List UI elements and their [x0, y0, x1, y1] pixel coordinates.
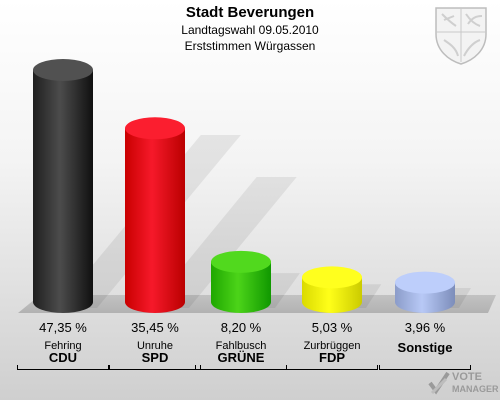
value-label-cdu: 47,35 % [39, 320, 87, 335]
bar-top-cdu [33, 59, 93, 81]
chart-subtitle-2: Erststimmen Würgassen [184, 39, 316, 53]
bar-shadow-spd [149, 176, 297, 308]
bar-spd [125, 128, 185, 313]
chart-subtitle: Landtagswahl 09.05.2010 [181, 23, 319, 37]
coat-of-arms-icon [435, 7, 487, 65]
bar-grüne [211, 261, 271, 313]
bars [33, 59, 472, 313]
value-label-sonstige: 3,96 % [404, 320, 446, 335]
candidate-label-fdp: Zurbrüggen [303, 340, 361, 352]
party-label-spd: SPD [141, 350, 169, 365]
candidate-label-spd: Unruhe [136, 340, 174, 352]
chart-title: Stadt Beverungen [185, 4, 315, 21]
bar-top-sonstige [395, 271, 455, 294]
vote-manager-logo: VOTE MANAGER [428, 370, 499, 398]
bar-cdu [33, 70, 93, 313]
value-label-spd: 35,45 % [131, 320, 179, 335]
label-bracket-fdp [286, 365, 378, 370]
label-bracket-spd [109, 365, 201, 370]
label-bracket-sonstige [379, 365, 471, 370]
bar-top-fdp [302, 266, 362, 289]
candidate-label-cdu: Fehring [44, 340, 82, 352]
label-bracket-grüne [195, 365, 287, 370]
logo-line-2: MANAGER [452, 384, 499, 394]
party-label-fdp: FDP [319, 350, 345, 365]
value-label-grüne: 8,20 % [220, 320, 262, 335]
party-label-grüne: GRÜNE [217, 350, 265, 365]
candidate-label-grüne: Fahlbusch [215, 340, 267, 352]
party-label-cdu: CDU [48, 350, 78, 365]
label-bracket-cdu [17, 365, 109, 370]
value-label-fdp: 5,03 % [311, 320, 353, 335]
party-label-sonstige: Sonstige [397, 340, 453, 355]
checkmark-icon [428, 371, 450, 395]
bar-top-grüne [211, 250, 271, 273]
logo-line-1: VOTE [452, 371, 482, 383]
bar-top-spd [125, 117, 185, 140]
